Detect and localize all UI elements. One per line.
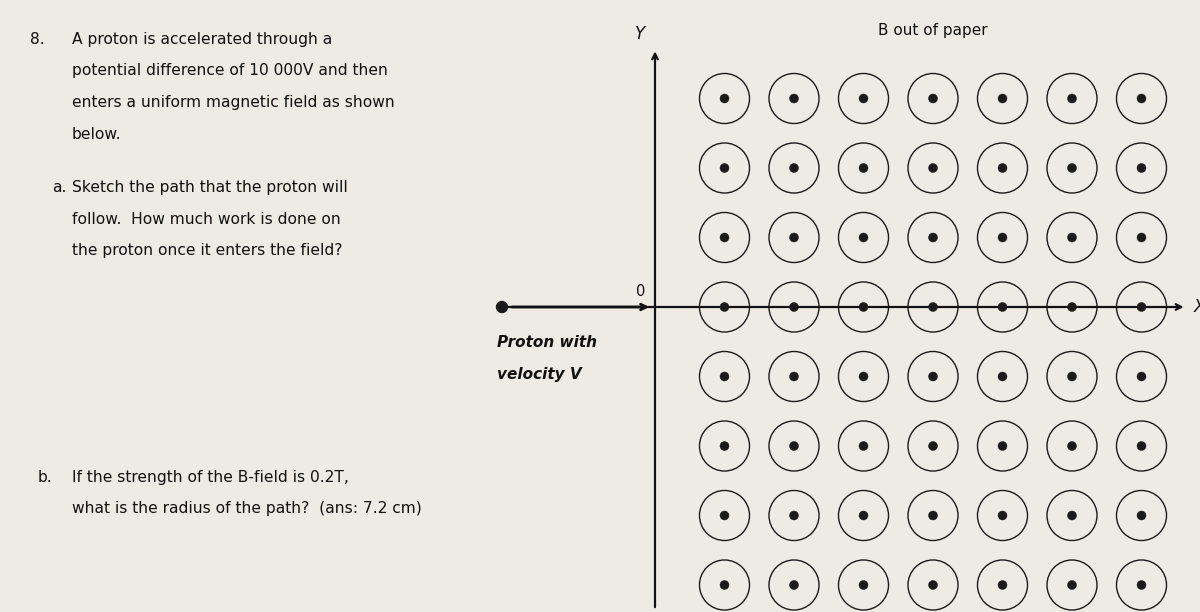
- Text: Y: Y: [635, 24, 646, 42]
- Text: enters a uniform magnetic field as shown: enters a uniform magnetic field as shown: [72, 95, 395, 110]
- Circle shape: [859, 441, 868, 450]
- Circle shape: [1068, 302, 1076, 312]
- Circle shape: [998, 233, 1007, 242]
- Circle shape: [720, 302, 730, 312]
- Circle shape: [1068, 163, 1076, 173]
- Circle shape: [1136, 163, 1146, 173]
- Circle shape: [859, 511, 868, 520]
- Text: the proton once it enters the field?: the proton once it enters the field?: [72, 243, 342, 258]
- Circle shape: [720, 94, 730, 103]
- Circle shape: [998, 511, 1007, 520]
- Circle shape: [790, 372, 798, 381]
- Text: follow.  How much work is done on: follow. How much work is done on: [72, 212, 341, 226]
- Circle shape: [929, 511, 937, 520]
- Circle shape: [929, 581, 937, 589]
- Circle shape: [1136, 233, 1146, 242]
- Text: If the strength of the B-field is 0.2T,: If the strength of the B-field is 0.2T,: [72, 470, 349, 485]
- Circle shape: [720, 441, 730, 450]
- Circle shape: [929, 163, 937, 173]
- Text: what is the radius of the path?  (ans: 7.2 cm): what is the radius of the path? (ans: 7.…: [72, 501, 421, 517]
- Circle shape: [720, 511, 730, 520]
- Circle shape: [790, 302, 798, 312]
- Circle shape: [720, 372, 730, 381]
- Circle shape: [859, 233, 868, 242]
- Text: 8.: 8.: [30, 32, 44, 47]
- Circle shape: [720, 233, 730, 242]
- Circle shape: [1136, 372, 1146, 381]
- Text: velocity V: velocity V: [497, 367, 582, 381]
- Circle shape: [998, 94, 1007, 103]
- Text: 0: 0: [636, 284, 646, 299]
- Text: below.: below.: [72, 127, 121, 141]
- Circle shape: [1136, 302, 1146, 312]
- Circle shape: [929, 94, 937, 103]
- Circle shape: [1136, 581, 1146, 589]
- Circle shape: [998, 372, 1007, 381]
- Circle shape: [790, 581, 798, 589]
- Text: Proton with: Proton with: [497, 335, 598, 350]
- Circle shape: [790, 441, 798, 450]
- Text: a.: a.: [52, 180, 66, 195]
- Circle shape: [1068, 441, 1076, 450]
- Text: b.: b.: [38, 470, 53, 485]
- Text: A proton is accelerated through a: A proton is accelerated through a: [72, 32, 332, 47]
- Circle shape: [1136, 441, 1146, 450]
- Circle shape: [929, 372, 937, 381]
- Circle shape: [998, 302, 1007, 312]
- Circle shape: [790, 94, 798, 103]
- Circle shape: [998, 163, 1007, 173]
- Circle shape: [929, 302, 937, 312]
- Circle shape: [790, 163, 798, 173]
- Circle shape: [859, 163, 868, 173]
- Text: Sketch the path that the proton will: Sketch the path that the proton will: [72, 180, 348, 195]
- Circle shape: [497, 302, 508, 313]
- Circle shape: [790, 511, 798, 520]
- Circle shape: [859, 94, 868, 103]
- Circle shape: [1068, 581, 1076, 589]
- Circle shape: [929, 233, 937, 242]
- Circle shape: [1068, 233, 1076, 242]
- Text: B out of paper: B out of paper: [878, 23, 988, 39]
- Circle shape: [859, 581, 868, 589]
- Circle shape: [1136, 511, 1146, 520]
- Circle shape: [998, 581, 1007, 589]
- Circle shape: [859, 372, 868, 381]
- Text: potential difference of 10 000V and then: potential difference of 10 000V and then: [72, 64, 388, 78]
- Circle shape: [1068, 372, 1076, 381]
- Circle shape: [929, 441, 937, 450]
- Circle shape: [1068, 94, 1076, 103]
- Text: X: X: [1194, 298, 1200, 316]
- Circle shape: [1068, 511, 1076, 520]
- Circle shape: [1136, 94, 1146, 103]
- Circle shape: [720, 163, 730, 173]
- Circle shape: [790, 233, 798, 242]
- Circle shape: [720, 581, 730, 589]
- Circle shape: [859, 302, 868, 312]
- Circle shape: [998, 441, 1007, 450]
